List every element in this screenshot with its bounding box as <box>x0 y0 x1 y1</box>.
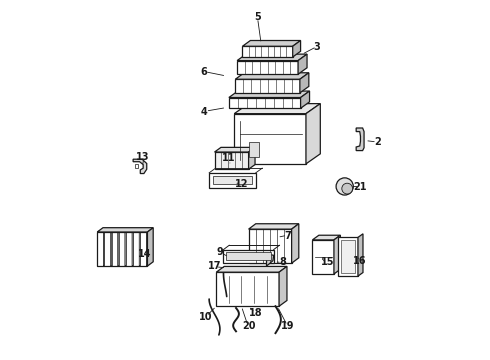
Polygon shape <box>248 142 259 157</box>
Polygon shape <box>237 54 307 60</box>
Bar <box>209 173 256 188</box>
Polygon shape <box>133 231 141 232</box>
Polygon shape <box>229 91 310 98</box>
Polygon shape <box>248 229 292 263</box>
Circle shape <box>342 183 353 194</box>
Bar <box>338 237 358 276</box>
Polygon shape <box>229 98 300 108</box>
Polygon shape <box>133 159 147 174</box>
Text: 9: 9 <box>217 247 223 257</box>
Circle shape <box>336 178 353 195</box>
Polygon shape <box>293 41 300 57</box>
Bar <box>341 240 355 273</box>
Polygon shape <box>112 232 118 266</box>
Polygon shape <box>358 234 363 276</box>
Polygon shape <box>313 240 334 274</box>
Polygon shape <box>356 128 364 150</box>
Polygon shape <box>306 104 320 164</box>
Polygon shape <box>97 232 103 266</box>
Polygon shape <box>97 228 153 232</box>
Polygon shape <box>243 46 293 57</box>
Text: 16: 16 <box>353 256 367 266</box>
Polygon shape <box>103 231 104 266</box>
Polygon shape <box>112 231 119 232</box>
Text: 13: 13 <box>136 152 149 162</box>
Text: 11: 11 <box>222 153 236 163</box>
Polygon shape <box>140 231 147 232</box>
Polygon shape <box>139 231 141 266</box>
Text: 6: 6 <box>200 67 207 77</box>
Bar <box>223 249 274 263</box>
Polygon shape <box>104 232 111 266</box>
Text: 7: 7 <box>285 231 292 240</box>
Polygon shape <box>300 73 309 93</box>
Text: 17: 17 <box>208 261 221 271</box>
Polygon shape <box>237 60 298 74</box>
Polygon shape <box>300 91 310 108</box>
Polygon shape <box>334 235 341 274</box>
Text: 18: 18 <box>249 309 263 318</box>
Polygon shape <box>292 224 299 263</box>
Polygon shape <box>243 41 300 46</box>
Polygon shape <box>248 224 299 229</box>
Polygon shape <box>132 231 133 266</box>
Bar <box>135 163 139 168</box>
Polygon shape <box>216 266 287 272</box>
Text: 20: 20 <box>242 321 255 331</box>
Polygon shape <box>147 228 153 266</box>
Text: 15: 15 <box>321 257 334 267</box>
Polygon shape <box>126 232 132 266</box>
Polygon shape <box>119 231 126 232</box>
Polygon shape <box>235 73 309 79</box>
Polygon shape <box>104 231 112 232</box>
Text: 10: 10 <box>199 312 212 322</box>
Polygon shape <box>298 54 307 74</box>
Polygon shape <box>125 231 126 266</box>
Text: 2: 2 <box>374 138 381 147</box>
Polygon shape <box>267 255 274 266</box>
Polygon shape <box>313 235 341 240</box>
Polygon shape <box>215 147 255 152</box>
Polygon shape <box>126 231 133 232</box>
Text: 21: 21 <box>353 182 367 192</box>
Text: 12: 12 <box>235 179 248 189</box>
Polygon shape <box>140 232 147 266</box>
Bar <box>213 176 252 184</box>
Text: 8: 8 <box>279 257 286 267</box>
Polygon shape <box>215 152 248 169</box>
Text: 19: 19 <box>281 321 295 331</box>
Polygon shape <box>279 266 287 306</box>
Polygon shape <box>133 232 139 266</box>
Polygon shape <box>118 231 119 266</box>
Polygon shape <box>97 231 104 232</box>
Text: 14: 14 <box>138 248 151 258</box>
Text: 4: 4 <box>200 107 207 117</box>
Text: 5: 5 <box>254 12 261 22</box>
Text: 3: 3 <box>313 42 320 52</box>
Polygon shape <box>111 231 112 266</box>
Polygon shape <box>234 104 320 114</box>
Polygon shape <box>235 79 300 93</box>
Polygon shape <box>216 272 279 306</box>
Bar <box>226 252 271 260</box>
Polygon shape <box>119 232 125 266</box>
Polygon shape <box>248 147 255 169</box>
Polygon shape <box>234 114 306 164</box>
